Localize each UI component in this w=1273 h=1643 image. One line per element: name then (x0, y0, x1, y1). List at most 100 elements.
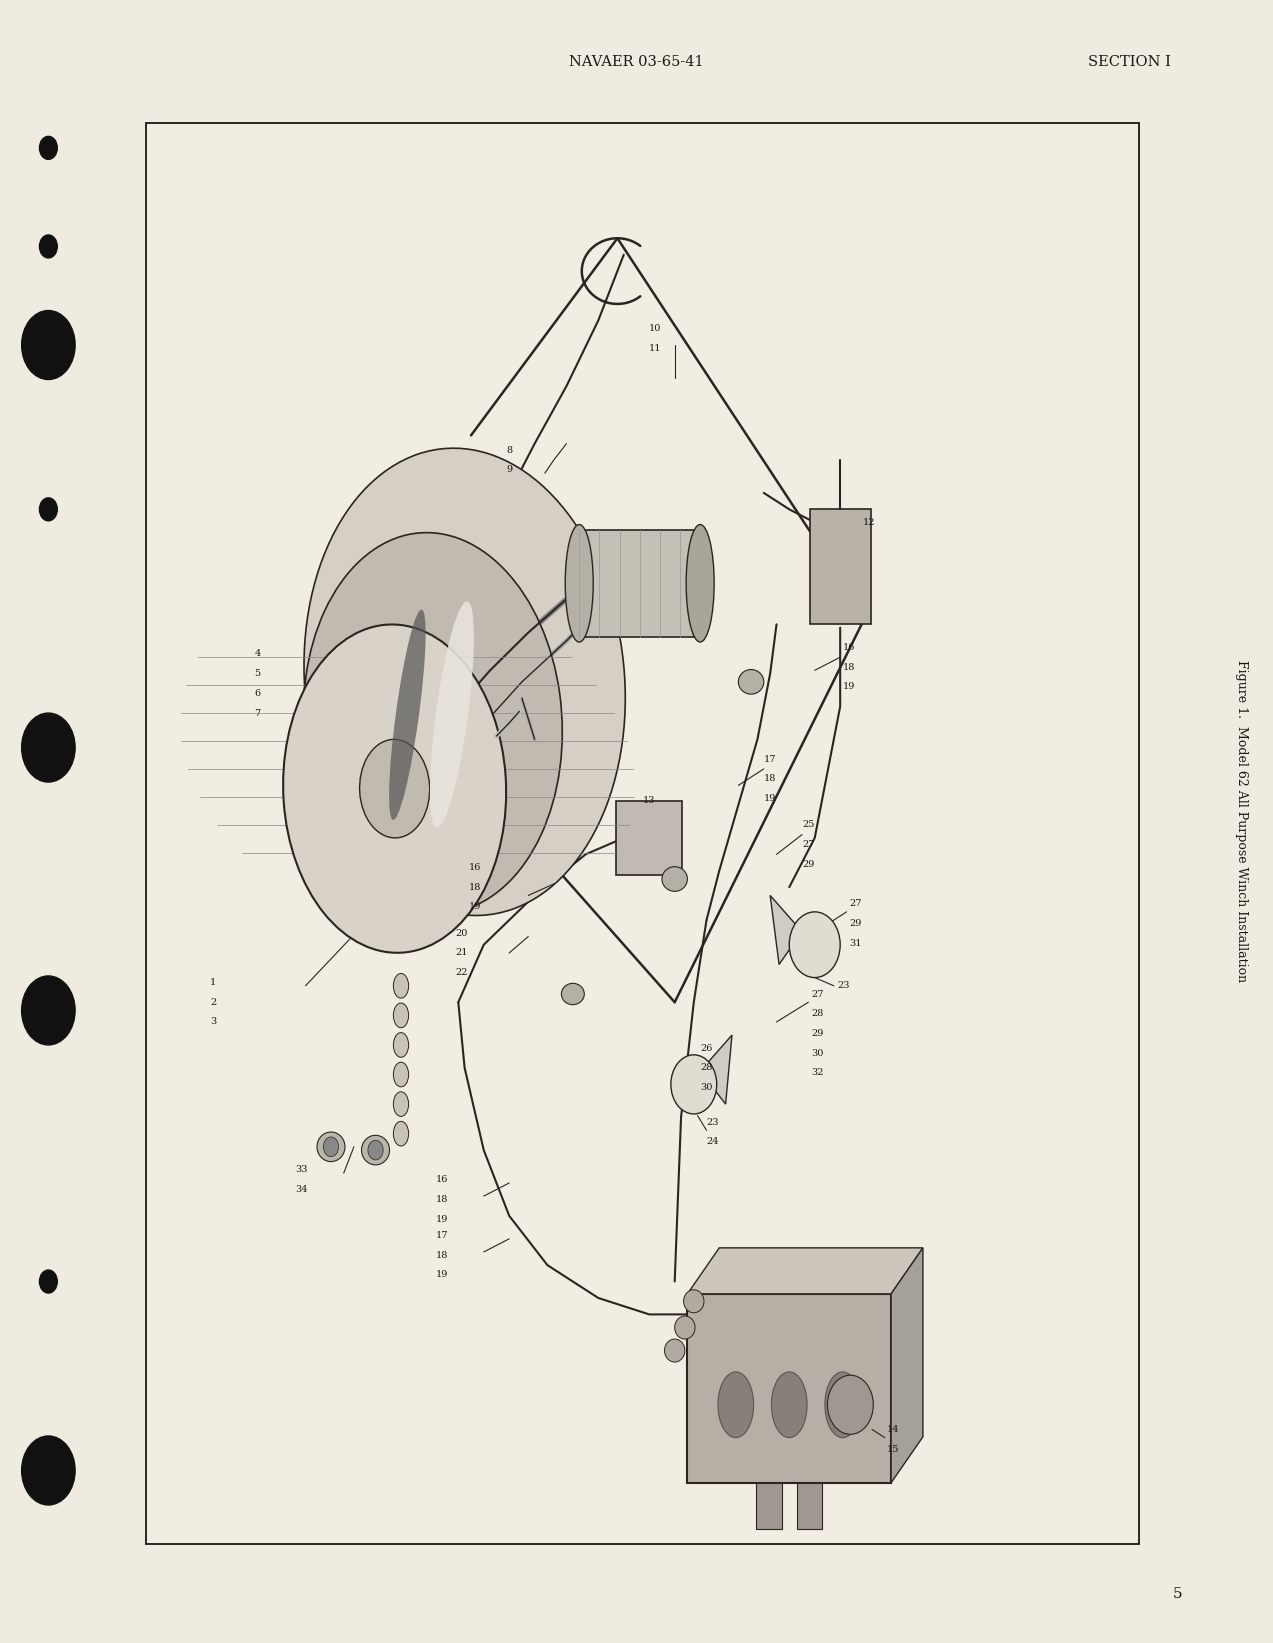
Circle shape (323, 1137, 339, 1157)
Bar (797, 1482, 822, 1528)
Ellipse shape (390, 610, 425, 820)
Ellipse shape (393, 973, 409, 997)
Text: 16: 16 (843, 642, 855, 652)
Text: 5: 5 (1172, 1587, 1183, 1600)
Circle shape (39, 136, 57, 159)
Text: 16: 16 (435, 1175, 448, 1185)
Text: 13: 13 (643, 795, 656, 805)
Bar (146, 123, 1139, 1544)
Polygon shape (891, 1247, 923, 1482)
Ellipse shape (686, 524, 714, 642)
Ellipse shape (359, 739, 430, 838)
Text: 32: 32 (811, 1068, 824, 1078)
Text: 14: 14 (887, 1424, 900, 1434)
Text: 11: 11 (649, 343, 662, 353)
Text: SECTION I: SECTION I (1088, 56, 1171, 69)
Text: 28: 28 (811, 1009, 824, 1019)
Ellipse shape (684, 1290, 704, 1313)
Text: 34: 34 (295, 1185, 308, 1194)
Circle shape (827, 1375, 873, 1434)
Text: 30: 30 (811, 1048, 824, 1058)
Text: 10: 10 (649, 324, 662, 334)
Bar (756, 1482, 782, 1528)
Text: 7: 7 (255, 708, 261, 718)
Text: 18: 18 (435, 1194, 448, 1204)
Text: 19: 19 (435, 1214, 448, 1224)
Ellipse shape (718, 1372, 754, 1438)
Ellipse shape (662, 866, 687, 891)
Text: 9: 9 (507, 465, 513, 475)
Text: 27: 27 (811, 989, 824, 999)
Text: 19: 19 (843, 682, 855, 692)
Text: 19: 19 (468, 902, 481, 912)
Bar (687, 1295, 891, 1482)
Text: 21: 21 (456, 948, 468, 958)
Text: 17: 17 (435, 1231, 448, 1240)
Ellipse shape (665, 1339, 685, 1362)
Text: 3: 3 (210, 1017, 216, 1027)
Ellipse shape (393, 1033, 409, 1058)
Text: 23: 23 (707, 1117, 719, 1127)
Text: 4: 4 (255, 649, 261, 659)
Circle shape (22, 976, 75, 1045)
Text: 26: 26 (700, 1043, 713, 1053)
Text: 5: 5 (255, 669, 261, 679)
Circle shape (671, 1055, 717, 1114)
Text: 8: 8 (507, 445, 513, 455)
Ellipse shape (675, 1316, 695, 1339)
Text: 29: 29 (802, 859, 815, 869)
Ellipse shape (393, 1061, 409, 1088)
Text: 15: 15 (887, 1444, 900, 1454)
Ellipse shape (393, 1002, 409, 1029)
Ellipse shape (393, 1121, 409, 1145)
Ellipse shape (317, 1132, 345, 1162)
Text: 6: 6 (255, 688, 261, 698)
Ellipse shape (393, 1091, 409, 1116)
Text: Figure 1.  Model 62 All Purpose Winch Installation: Figure 1. Model 62 All Purpose Winch Ins… (1235, 660, 1248, 983)
Circle shape (22, 311, 75, 380)
FancyBboxPatch shape (579, 529, 700, 636)
Ellipse shape (561, 983, 584, 1004)
Text: 19: 19 (435, 1270, 448, 1280)
Text: 25: 25 (802, 820, 815, 830)
Text: 18: 18 (435, 1250, 448, 1260)
Ellipse shape (283, 624, 507, 953)
Text: 2: 2 (210, 997, 216, 1007)
Text: 27: 27 (849, 899, 862, 909)
Circle shape (39, 1270, 57, 1293)
Text: 24: 24 (707, 1137, 719, 1147)
Ellipse shape (304, 449, 625, 915)
Text: 27: 27 (802, 840, 815, 849)
Ellipse shape (565, 524, 593, 642)
Polygon shape (700, 1035, 732, 1104)
Text: 20: 20 (456, 928, 468, 938)
Text: NAVAER 03-65-41: NAVAER 03-65-41 (569, 56, 704, 69)
Ellipse shape (738, 670, 764, 693)
Text: 29: 29 (849, 918, 862, 928)
Polygon shape (770, 895, 802, 964)
Text: 31: 31 (849, 938, 862, 948)
Text: 22: 22 (456, 968, 468, 978)
Text: 23: 23 (838, 981, 850, 991)
Text: 30: 30 (700, 1083, 713, 1093)
Ellipse shape (303, 532, 563, 914)
Text: 28: 28 (700, 1063, 713, 1073)
Text: 16: 16 (468, 863, 481, 872)
Circle shape (22, 1436, 75, 1505)
Polygon shape (687, 1247, 923, 1295)
Text: 12: 12 (863, 518, 876, 527)
Text: 1: 1 (210, 978, 216, 987)
Circle shape (39, 498, 57, 521)
Circle shape (22, 713, 75, 782)
Text: 18: 18 (764, 774, 777, 784)
Ellipse shape (771, 1372, 807, 1438)
Circle shape (39, 235, 57, 258)
Text: 29: 29 (811, 1029, 824, 1038)
Ellipse shape (430, 601, 474, 828)
Bar (616, 800, 682, 874)
Ellipse shape (362, 1135, 390, 1165)
Text: 33: 33 (295, 1165, 308, 1175)
Circle shape (789, 912, 840, 978)
Circle shape (368, 1140, 383, 1160)
Text: 18: 18 (468, 882, 481, 892)
